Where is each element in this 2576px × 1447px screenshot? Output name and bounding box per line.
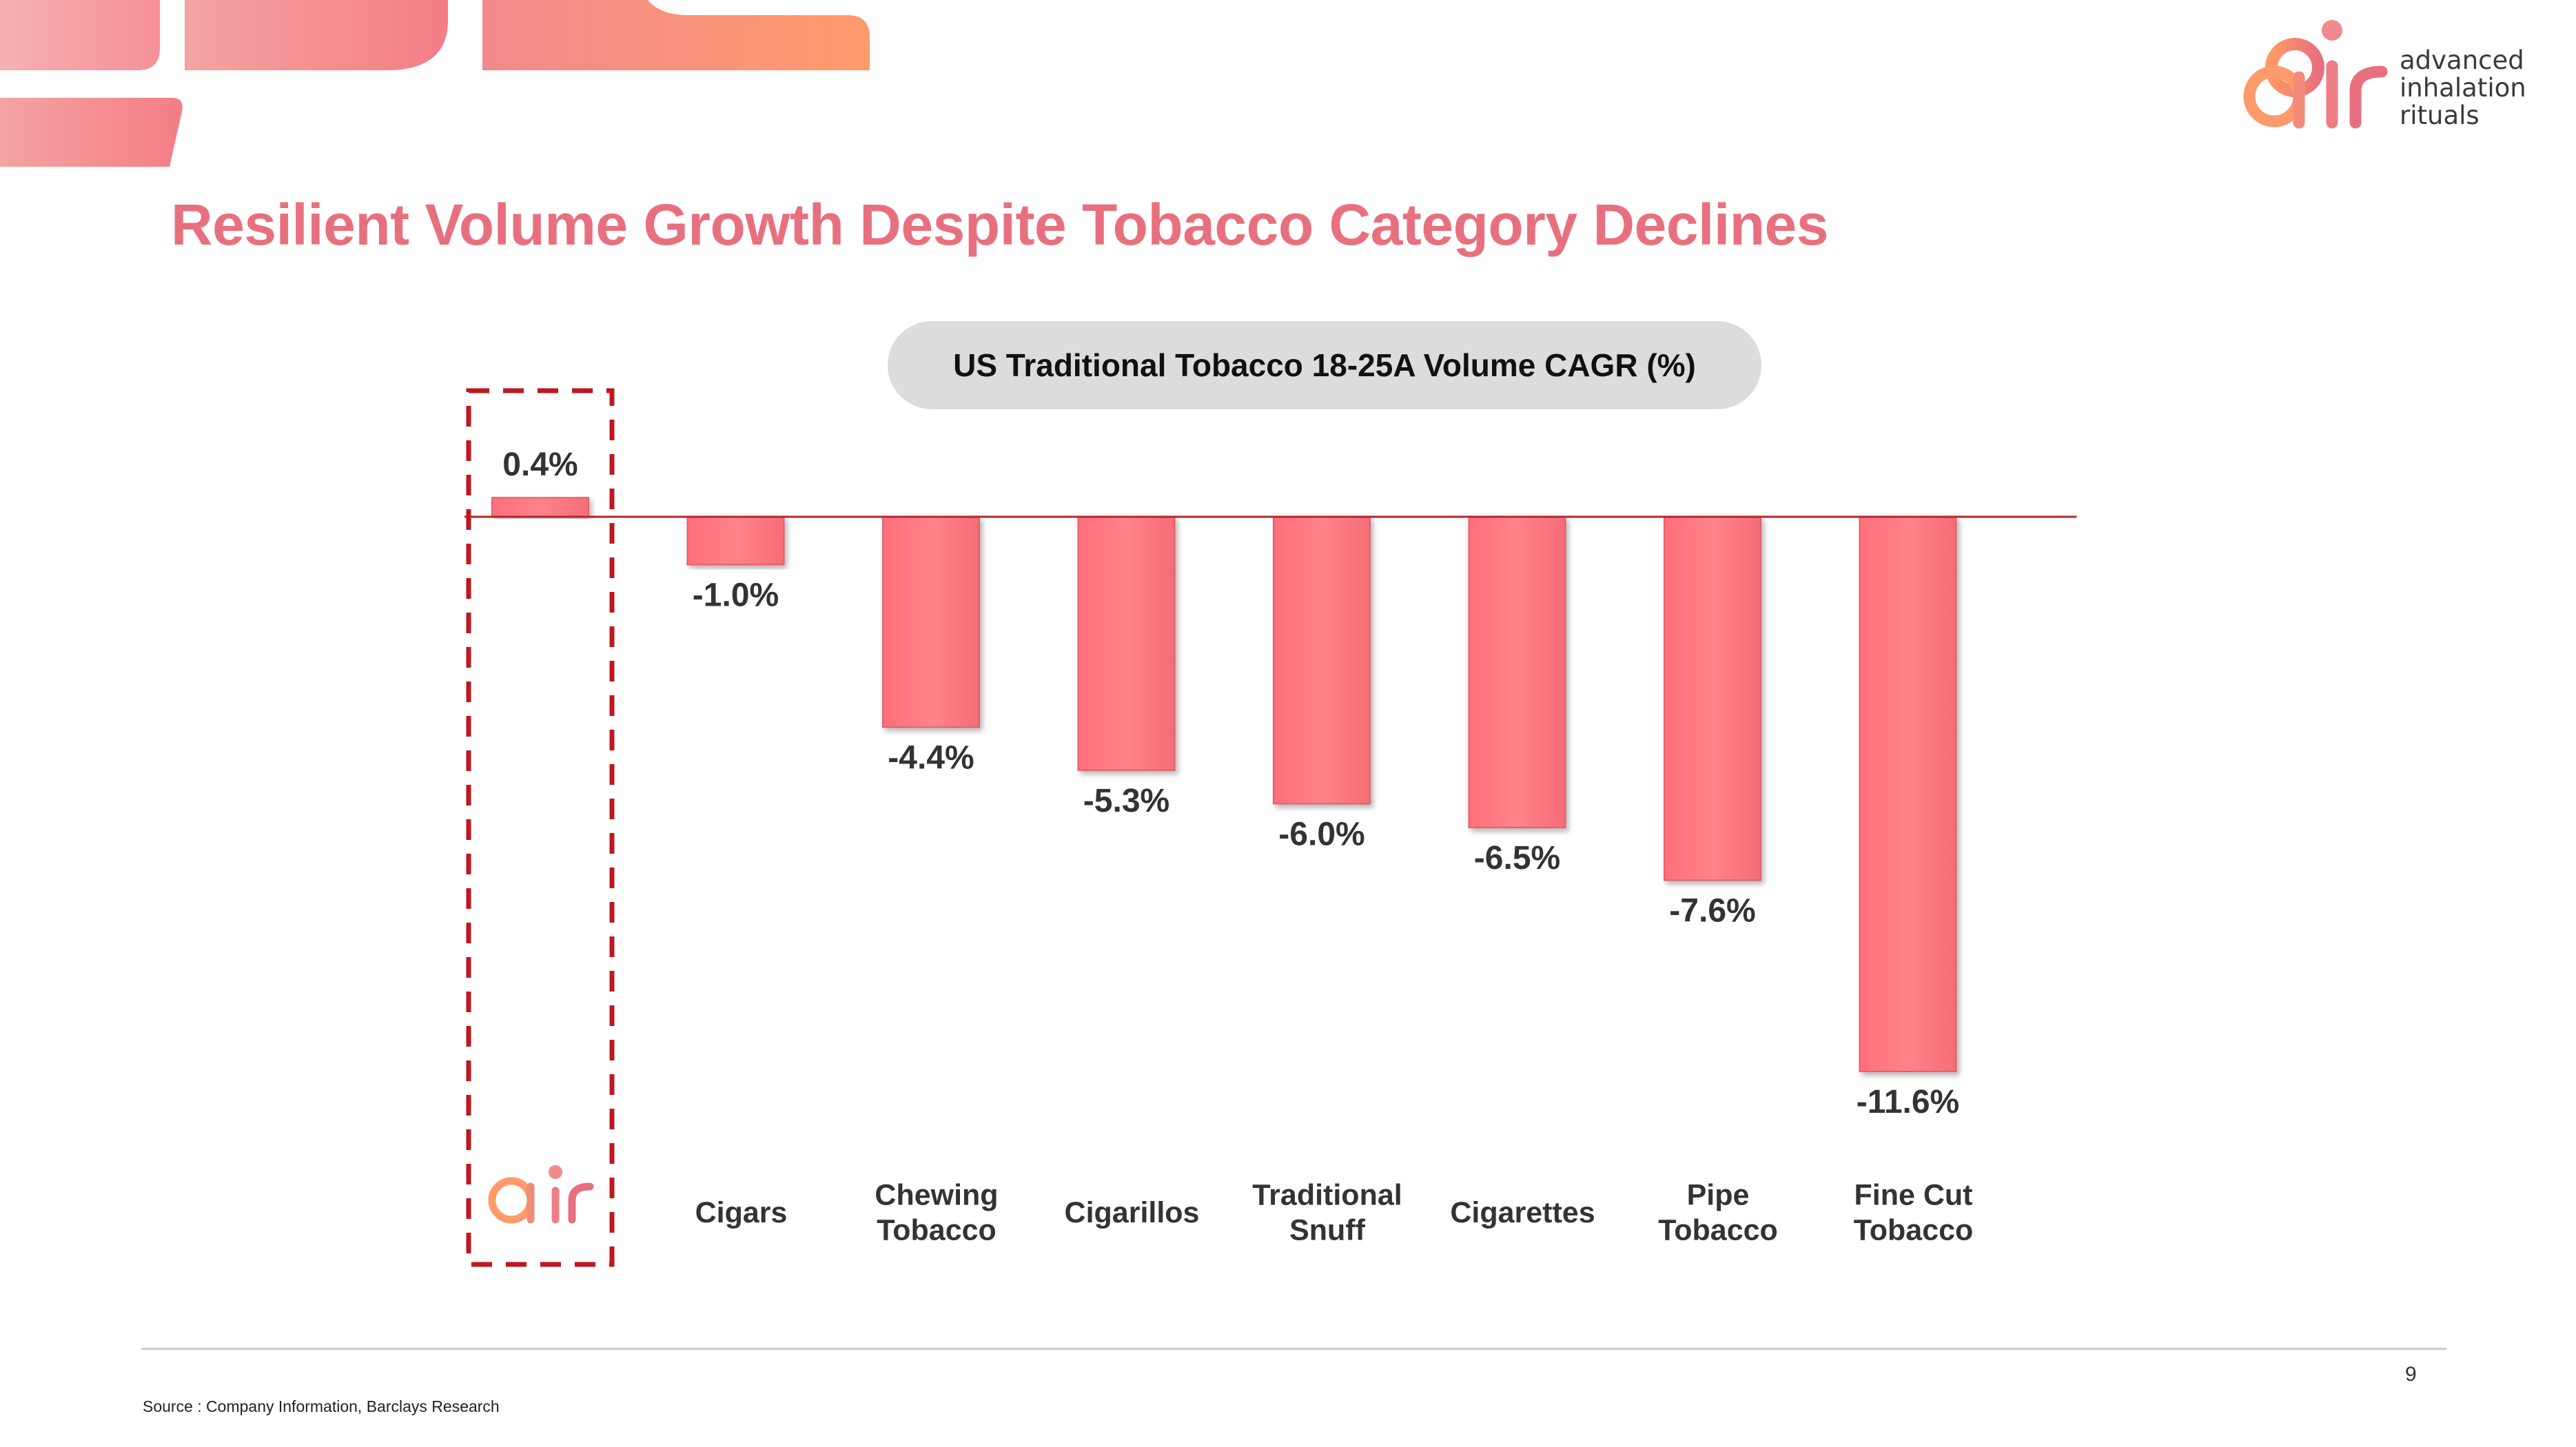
category-label-air-logo: [488, 1165, 594, 1224]
brand-logo: advanced inhalation rituals: [2226, 15, 2543, 139]
header-decoration: [0, 0, 870, 167]
category-label: Cigarettes: [1450, 1196, 1595, 1229]
air-logo-wordmark: [2243, 20, 2388, 129]
value-label: -6.0%: [1278, 816, 1364, 852]
bars-layer: [491, 497, 1957, 1073]
value-label: -1.0%: [693, 577, 779, 613]
deco-shape-2: [185, 0, 448, 70]
logo-tagline: advanced inhalation rituals: [2400, 47, 2526, 130]
value-label: -6.5%: [1474, 840, 1560, 876]
category-label: Fine Cut Tobacco: [1854, 1179, 1974, 1247]
chart-title-pill: US Traditional Tobacco 18-25A Volume CAG…: [888, 321, 1761, 409]
logo-tagline-line: rituals: [2400, 101, 2480, 130]
deco-shape-3: [482, 0, 870, 70]
category-label: Chewing Tobacco: [875, 1179, 998, 1247]
source-note: Source : Company Information, Barclays R…: [143, 1397, 500, 1415]
logo-tagline-line: advanced: [2400, 45, 2524, 75]
bar-cigars: [686, 516, 785, 566]
category-label: Cigarillos: [1065, 1196, 1200, 1229]
category-label: Pipe Tobacco: [1658, 1179, 1778, 1247]
chart-title: US Traditional Tobacco 18-25A Volume CAG…: [953, 347, 1696, 383]
footer-divider: [141, 1348, 2446, 1350]
category-label: Cigars: [695, 1196, 788, 1229]
page-number: 9: [2405, 1363, 2417, 1386]
category-label: Traditional Snuff: [1252, 1179, 1402, 1247]
value-label: -5.3%: [1083, 783, 1169, 819]
deco-shape-4: [0, 98, 183, 167]
value-label: -4.4%: [888, 739, 974, 776]
logo-tagline-line: inhalation: [2400, 73, 2526, 103]
labels-layer: 0.4% -1.0% Cigars -4.4% Chewing Tobacco -5.3% C…: [488, 447, 1974, 1247]
bar-cigarettes: [1468, 516, 1566, 829]
deco-shape-1: [0, 0, 160, 70]
bar-pipe-tobacco: [1664, 516, 1761, 881]
value-label: -11.6%: [1857, 1084, 1959, 1120]
bar-traditional-snuff: [1273, 516, 1371, 805]
value-label: -7.6%: [1669, 892, 1755, 929]
bar-chart: 0.4% -1.0% Cigars -4.4% Chewing Tobacco -5.3% C…: [464, 388, 2077, 1267]
bar-air: [491, 497, 589, 517]
bar-chewing-tobacco: [882, 516, 980, 728]
highlight-box: [466, 388, 615, 1267]
value-label: 0.4%: [502, 447, 577, 483]
bar-cigarillos: [1077, 516, 1176, 771]
slide-title: Resilient Volume Growth Despite Tobacco …: [171, 192, 1828, 257]
bar-fine-cut-tobacco: [1859, 516, 1957, 1073]
